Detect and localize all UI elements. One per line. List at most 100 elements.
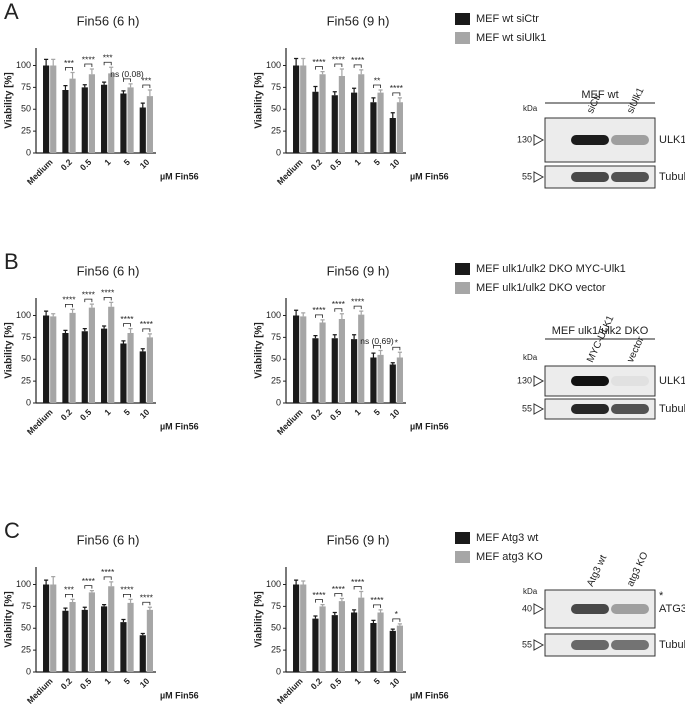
error-bar: [109, 66, 114, 74]
bar: [120, 343, 127, 403]
blot-band: [611, 640, 649, 650]
error-bar: [82, 606, 87, 610]
legend-label: MEF Atg3 wt: [476, 532, 538, 544]
error-bar: [51, 58, 56, 66]
error-bar: [102, 81, 107, 85]
marker-label: 40: [522, 603, 532, 613]
significance-bracket: [123, 593, 131, 598]
y-tick-label: 25: [271, 376, 281, 386]
x-tick-label: 0.5: [78, 157, 94, 173]
error-bar: [70, 71, 75, 79]
significance-bracket: [123, 78, 131, 82]
y-tick-label: 100: [266, 310, 281, 320]
x-tick-label: 10: [138, 157, 152, 171]
marker-label: 55: [522, 171, 532, 181]
significance-label: ****: [312, 305, 326, 315]
significance-label: ****: [62, 295, 76, 305]
y-axis-label: Viability [%]: [4, 72, 15, 129]
marker-label: 55: [522, 639, 532, 649]
bar: [389, 118, 396, 153]
error-bar: [320, 319, 325, 323]
marker-arrow: [533, 603, 545, 615]
significance-bracket: [392, 618, 401, 622]
y-tick-label: 50: [271, 104, 281, 114]
error-bar: [102, 325, 107, 329]
bar: [331, 615, 338, 672]
significance-label: ****: [332, 54, 346, 64]
y-tick-label: 25: [271, 126, 281, 136]
x-tick-label: Medium: [275, 157, 305, 187]
bar: [146, 337, 153, 403]
bar: [81, 87, 88, 153]
error-bar: [128, 598, 133, 603]
significance-label: ****: [101, 288, 115, 298]
significance-label: **: [374, 75, 381, 85]
x-tick-label: 10: [138, 407, 152, 421]
bar: [312, 618, 319, 672]
bar: [396, 625, 403, 672]
significance-label: ****: [312, 57, 326, 67]
legend-swatch: [455, 532, 470, 544]
blot-band: [571, 172, 609, 182]
y-tick-label: 50: [21, 354, 31, 364]
x-tick-label: 0.2: [309, 157, 325, 173]
x-axis-label: µM Fin56: [410, 690, 449, 700]
error-bar: [371, 352, 376, 358]
significance-bracket: [334, 63, 343, 67]
error-bar: [390, 112, 395, 118]
x-axis-label: µM Fin56: [160, 690, 199, 700]
x-tick-label: 10: [388, 676, 402, 690]
error-bar: [320, 604, 325, 607]
blot-header: MEF ulk1/ulk2 DKO: [552, 325, 649, 337]
error-bar: [140, 632, 145, 636]
significance-bracket: [353, 586, 362, 590]
significance-label: ***: [64, 58, 75, 68]
significance-bracket: [65, 593, 73, 598]
error-bar: [63, 329, 68, 333]
error-bar: [359, 310, 364, 315]
x-tick-label: 5: [122, 407, 133, 418]
y-tick-label: 25: [21, 376, 31, 386]
x-tick-label: 1: [352, 676, 363, 687]
bar: [101, 606, 108, 672]
y-tick-label: 50: [271, 354, 281, 364]
bar: [377, 354, 384, 403]
significance-label: ****: [370, 595, 384, 605]
y-tick-label: 75: [271, 601, 281, 611]
x-tick-label: 0.5: [328, 676, 344, 692]
bar: [319, 74, 326, 153]
x-tick-label: 1: [102, 407, 113, 418]
protein-label: Tubulin: [659, 171, 685, 183]
bar: [69, 602, 76, 672]
legend-swatch: [455, 551, 470, 563]
marker-arrow: [533, 171, 545, 183]
protein-label: Tubulin: [659, 639, 685, 651]
blot-band: [611, 404, 649, 414]
significance-bracket: [315, 66, 323, 70]
protein-label: Tubulin: [659, 403, 685, 415]
error-bar: [390, 628, 395, 631]
x-tick-label: 10: [388, 157, 402, 171]
legend-label: MEF wt siCtr: [476, 13, 539, 25]
error-bar: [359, 69, 364, 75]
error-bar: [89, 590, 94, 593]
significance-label: ns (0.08): [110, 69, 144, 79]
kda-label: kDa: [523, 353, 538, 362]
y-tick-label: 100: [266, 579, 281, 589]
error-bar: [51, 313, 56, 317]
significance-bracket: [392, 92, 401, 96]
error-bar: [371, 619, 376, 623]
significance-bracket: [334, 308, 343, 312]
error-bar: [397, 97, 402, 103]
significance-label: ****: [82, 576, 96, 586]
x-tick-label: Medium: [25, 676, 55, 704]
chart-title: Fin56 (6 h): [77, 263, 140, 278]
bar: [101, 84, 108, 153]
error-bar: [301, 580, 306, 585]
y-tick-label: 75: [271, 82, 281, 92]
significance-bracket: [84, 63, 93, 67]
error-bar: [390, 362, 395, 365]
significance-bracket: [103, 61, 112, 66]
x-tick-label: 5: [372, 157, 383, 168]
protein-label: ULK1: [659, 134, 685, 146]
